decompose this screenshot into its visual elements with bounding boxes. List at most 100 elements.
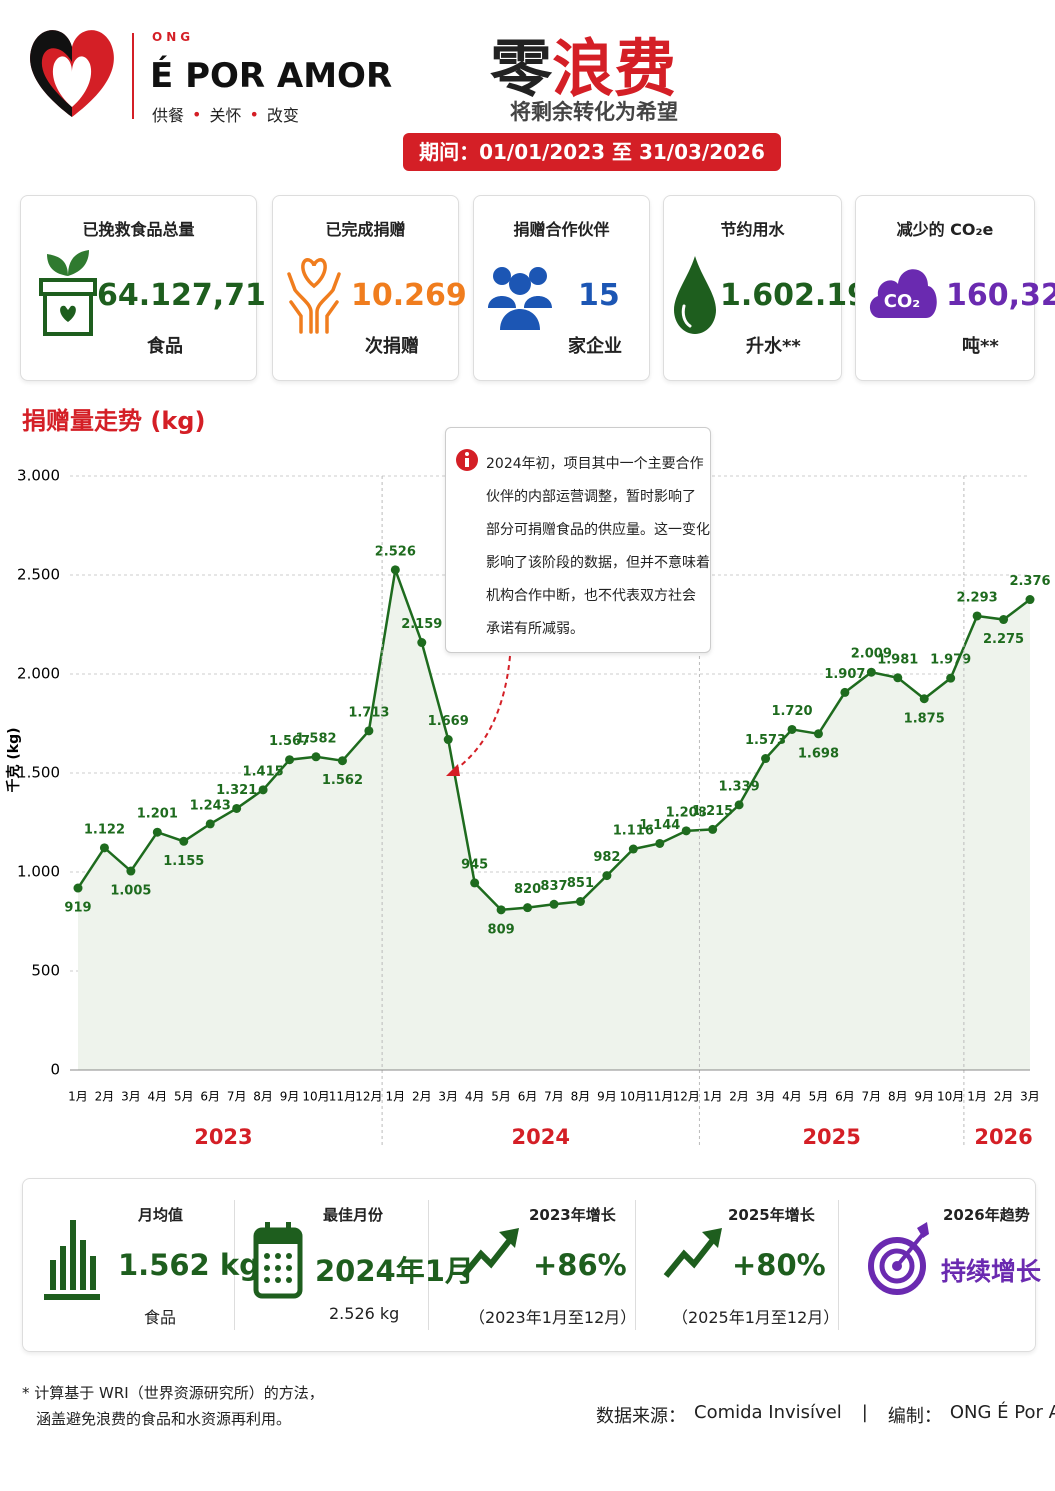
stat: 2023年增长 +86% （2023年1月至12月） (429, 1178, 636, 1350)
x-tick-label: 10月 (937, 1090, 964, 1104)
x-tick-label: 4月 (782, 1090, 802, 1104)
stat-title: 2026年趋势 (943, 1206, 1030, 1224)
value-label: 919 (64, 901, 91, 916)
kpi-title: 节约用水 (720, 220, 785, 239)
x-tick-label: 3月 (438, 1090, 458, 1104)
stat: 最佳月份 2024年1月 2.526 kg (235, 1178, 474, 1350)
kpi-value: 10.269 (351, 278, 467, 313)
author: ONG É Por Amor (949, 1402, 1055, 1423)
note-line: 涵盖避免浪费的食品和水资源再利用。 (36, 1410, 292, 1428)
value-label: 2.009 (851, 647, 892, 662)
value-label: 1.567 (269, 734, 310, 749)
stat-title: 2023年增长 (529, 1206, 616, 1224)
stat-value: 持续增长 (941, 1257, 1042, 1286)
kpi-unit: 食品 (147, 336, 183, 357)
logo-small: ONG (152, 30, 195, 44)
value-label: 1.339 (719, 779, 760, 794)
x-tick-label: 2月 (95, 1090, 115, 1104)
annotation-text: 2024年初，项目其中一个主要合作 伙伴的内部运营调整，暂时影响了 部分可捐赠食品的… (486, 448, 710, 646)
separator (838, 1200, 839, 1330)
value-label: 1.215 (692, 804, 733, 819)
value-label: 820 (514, 882, 541, 897)
calendar-icon (253, 1222, 303, 1299)
stat: 2025年增长 +80% （2025年1月至12月） (636, 1178, 840, 1350)
stat-value: 1.562 kg (118, 1248, 260, 1282)
y-tick-label: 0 (50, 1061, 60, 1079)
point (443, 735, 453, 745)
value-label: 1.116 (613, 824, 654, 839)
icon-text: CO₂ (884, 291, 920, 312)
value-label: 1.201 (137, 807, 178, 822)
source-label: 数据来源： (596, 1406, 686, 1427)
point (549, 899, 559, 909)
point (761, 754, 771, 764)
x-tick-label: 12月 (673, 1090, 700, 1104)
value-label: 1.122 (84, 822, 125, 837)
trend-icon (663, 1228, 722, 1278)
dot: • (192, 104, 202, 124)
x-tick-label: 9月 (280, 1090, 300, 1104)
stat-title: 2025年增长 (728, 1206, 815, 1224)
point (496, 905, 506, 915)
point (734, 800, 744, 810)
point (999, 615, 1009, 625)
value-label: 1.698 (798, 746, 839, 761)
logo-divider (132, 33, 134, 119)
value-label: 1.669 (428, 714, 469, 729)
kpi-card: 捐赠合作伙伴 15 家企业 (473, 195, 650, 381)
separator: | (861, 1402, 868, 1423)
title-black: 零 (490, 32, 553, 105)
title-red: 浪费 (552, 32, 677, 105)
kpi-unit: 家企业 (568, 336, 622, 357)
kpi-unit: 次捐赠 (365, 336, 419, 357)
annotation-box: 2024年初，项目其中一个主要合作 伙伴的内部运营调整，暂时影响了 部分可捐赠食品的… (445, 427, 711, 653)
annotation-arrow (451, 655, 511, 773)
x-tick-label: 2月 (994, 1090, 1014, 1104)
stat-sub: 食品 (144, 1308, 177, 1327)
area (78, 569, 1030, 1070)
value-label: 2.275 (983, 632, 1024, 647)
point (285, 755, 295, 765)
value-label: 1.582 (295, 731, 336, 746)
credits: 数据来源： Comida Invisível | 编制： ONG É Por A… (596, 1402, 1055, 1428)
cloud-icon: CO₂ (869, 269, 937, 318)
x-tick-label: 2月 (412, 1090, 432, 1104)
y-axis-label: 千克 (kg) (5, 727, 22, 792)
point (575, 897, 585, 907)
annotation-line: 机构合作中断，也不代表双方社会 (486, 588, 696, 604)
point (708, 824, 718, 834)
point (840, 687, 850, 697)
main-title: 零浪费 (490, 18, 676, 108)
dot: • (249, 104, 259, 124)
chart-title: 捐赠量走势 (kg) (22, 407, 205, 435)
separator (234, 1200, 235, 1330)
arrow-head (446, 764, 460, 776)
value-label: 1.720 (771, 704, 812, 719)
separator (428, 1200, 429, 1330)
logo-heart (30, 30, 114, 118)
kpi-card: 节约用水 1.602.193 升水** (663, 195, 889, 381)
kpi-unit: 吨** (962, 336, 999, 357)
value-label: 1.573 (745, 733, 786, 748)
point (893, 673, 903, 683)
y-tick-label: 500 (31, 962, 60, 980)
kpi-title: 捐赠合作伙伴 (513, 220, 610, 239)
point (946, 673, 956, 683)
stat-value: +80% (732, 1248, 826, 1282)
people-icon (488, 267, 552, 330)
x-tick-label: 11月 (329, 1090, 356, 1104)
point (866, 667, 876, 677)
separator (635, 1200, 636, 1330)
stat: 月均值 1.562 kg 食品 (22, 1178, 260, 1350)
kpi-card: 减少的 CO₂e CO₂ 160,32 吨** (855, 195, 1055, 381)
annotation-line: 2024年初，项目其中一个主要合作 (486, 456, 704, 472)
point (417, 638, 427, 648)
value-label: 1.713 (348, 705, 389, 720)
value-label: 982 (593, 850, 620, 865)
stat-value: 2024年1月 (315, 1254, 474, 1288)
y-tick-label: 3.000 (17, 467, 60, 485)
stat-sub: （2025年1月至12月） (672, 1308, 840, 1327)
kpi-card: 已完成捐赠 10.269 次捐赠 (272, 195, 467, 381)
value-label: 809 (488, 922, 515, 937)
